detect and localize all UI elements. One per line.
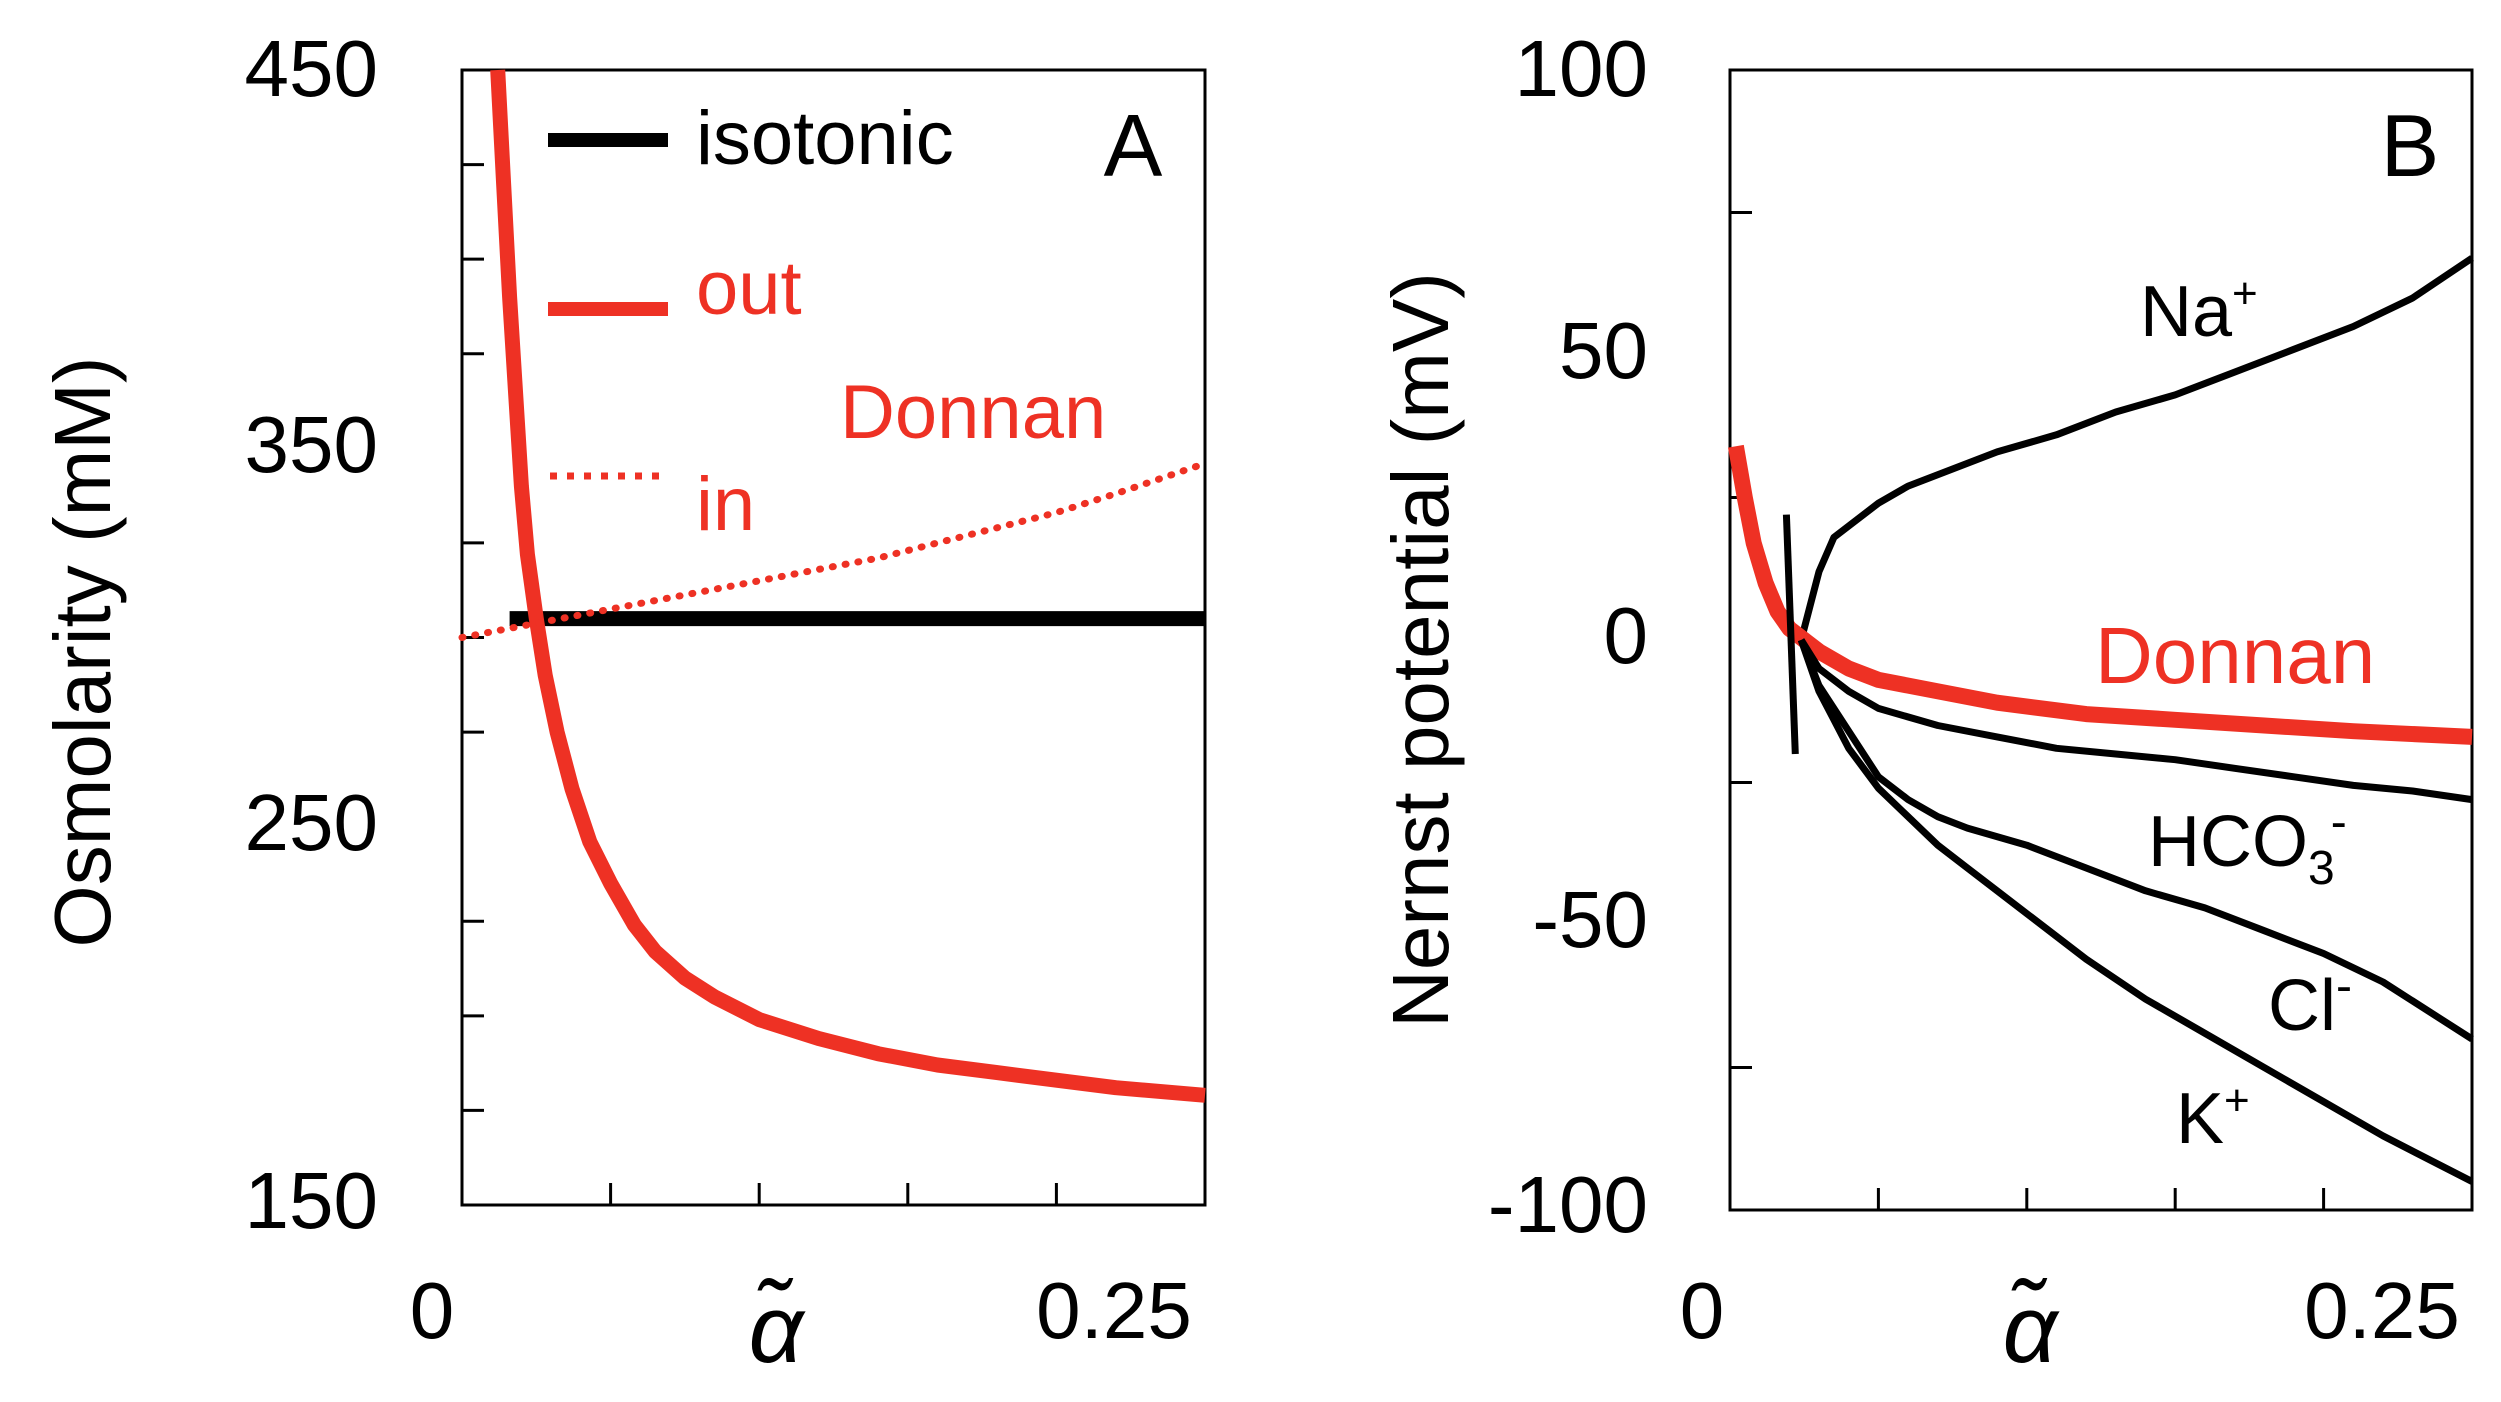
panel-b-x-axis-label: α̃ <box>2003 1276 2060 1383</box>
legend-out-label: out <box>696 246 802 331</box>
curve-label-cl: Cl- <box>2268 960 2352 1046</box>
curve-label-hco3: HCO3- <box>2148 796 2347 895</box>
k-text: K <box>2176 1079 2224 1159</box>
panel-a-x-axis-label: α̃ <box>749 1276 806 1383</box>
series-line-k- <box>1797 638 2474 1185</box>
curve-label-na: Na+ <box>2140 269 2258 352</box>
curve-label-donnan: Donnan <box>2095 611 2375 700</box>
cl-superscript: - <box>2336 960 2352 1013</box>
panel-a-y-tick-label: 250 <box>245 778 378 867</box>
series-line-hco3- <box>1798 638 2473 804</box>
panel-a-x-tick-label: 0 <box>410 1266 455 1355</box>
panel-a-y-axis-label: Osmolarity (mM) <box>38 356 127 947</box>
series-line-donnan <box>1728 444 2473 745</box>
panel-b-y-axis-label: Nernst potential (mV) <box>1376 272 1465 1028</box>
panel-b-y-tick-label: -100 <box>1488 1160 1648 1249</box>
series-line-vertical-crossing-line <box>1782 514 1799 755</box>
panel-b-label: B <box>2381 96 2440 195</box>
panel-a-y-tick-label: 450 <box>245 24 378 113</box>
panel-b-x-minor-ticks <box>1876 1188 2326 1210</box>
panel-b: -100 -50 0 50 100 0 0.25 α̃ Nernst poten… <box>1376 24 2474 1383</box>
panel-a: 150 250 350 450 0 0.25 α̃ Osmolarity (mM… <box>38 24 1209 1383</box>
na-superscript: + <box>2232 269 2258 318</box>
panel-b-x-tick-label: 0 <box>1680 1266 1725 1355</box>
panel-b-x-tick-label: 0.25 <box>2304 1266 2460 1355</box>
panel-b-y-tick-label: 100 <box>1515 24 1648 113</box>
hco3-subscript: 3 <box>2308 842 2335 895</box>
curve-label-k: K+ <box>2176 1076 2250 1159</box>
panel-a-series <box>458 69 1209 1103</box>
hco3-text: HCO <box>2148 802 2308 882</box>
series-line-na- <box>1797 255 2474 641</box>
legend-in-label: in <box>696 462 755 547</box>
panel-b-y-tick-label: 50 <box>1559 306 1648 395</box>
panel-b-y-minor-ticks <box>1730 211 1752 1069</box>
series-line-donnan-in <box>458 460 1209 641</box>
series-line-cl- <box>1797 638 2474 1042</box>
na-text: Na <box>2140 272 2233 352</box>
panel-a-label: A <box>1104 96 1163 195</box>
panel-a-y-tick-label: 350 <box>245 400 378 489</box>
panel-b-y-tick-label: 0 <box>1604 591 1649 680</box>
legend-donnan-label: Donnan <box>840 370 1106 455</box>
panel-b-frame <box>1728 68 2474 1212</box>
panel-a-x-minor-ticks <box>609 1183 1058 1205</box>
hco3-superscript: - <box>2331 796 2347 849</box>
panel-a-y-tick-label: 150 <box>245 1156 378 1245</box>
k-superscript: + <box>2224 1076 2250 1125</box>
panel-a-x-tick-label: 0.25 <box>1036 1266 1192 1355</box>
panel-b-y-tick-label: -50 <box>1532 875 1648 964</box>
legend-isotonic-label: isotonic <box>696 96 954 181</box>
panel-b-series <box>1728 255 2474 1185</box>
cl-text: Cl <box>2268 966 2336 1046</box>
series-line-donnan-out <box>490 69 1206 1103</box>
